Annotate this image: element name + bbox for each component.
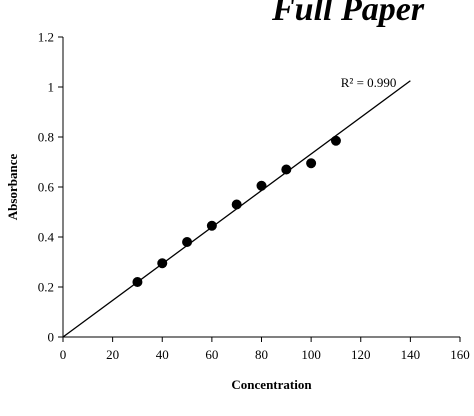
- y-axis-title: Absorbance: [5, 154, 20, 221]
- x-tick-label: 0: [60, 347, 67, 362]
- header-text: Full Paper: [271, 0, 425, 28]
- x-tick-label: 20: [106, 347, 119, 362]
- y-tick-label: 0.2: [38, 280, 54, 295]
- data-point: [306, 158, 317, 169]
- x-tick-label: 140: [401, 347, 421, 362]
- data-point: [132, 277, 143, 287]
- data-point: [231, 199, 242, 210]
- x-tick-label: 160: [450, 347, 470, 362]
- y-tick-label: 0.4: [38, 230, 55, 245]
- data-points-group: [132, 135, 341, 287]
- y-tick-label: 0: [48, 330, 55, 345]
- data-point: [206, 220, 217, 231]
- r-squared-annotation: R² = 0.990: [341, 75, 397, 90]
- y-tick-label: 1: [48, 80, 55, 95]
- y-tick-label: 0.8: [38, 130, 54, 145]
- x-tick-label: 40: [156, 347, 169, 362]
- x-tick-label: 60: [205, 347, 218, 362]
- x-tick-label: 100: [301, 347, 321, 362]
- y-tick-label: 1.2: [38, 30, 54, 45]
- data-point: [157, 258, 168, 269]
- data-point: [182, 237, 193, 247]
- x-tick-label: 80: [255, 347, 268, 362]
- data-point: [256, 180, 267, 191]
- data-point: [330, 135, 341, 146]
- plot-axes: 0 0.2 0.4 0.6 0.8 1 1.2 0 20 40 60 80 100 120 140 160: [38, 30, 470, 363]
- x-axis-title: Concentration: [231, 377, 312, 392]
- x-tick-label: 120: [351, 347, 371, 362]
- data-point: [281, 164, 292, 175]
- y-tick-label: 0.6: [38, 180, 55, 195]
